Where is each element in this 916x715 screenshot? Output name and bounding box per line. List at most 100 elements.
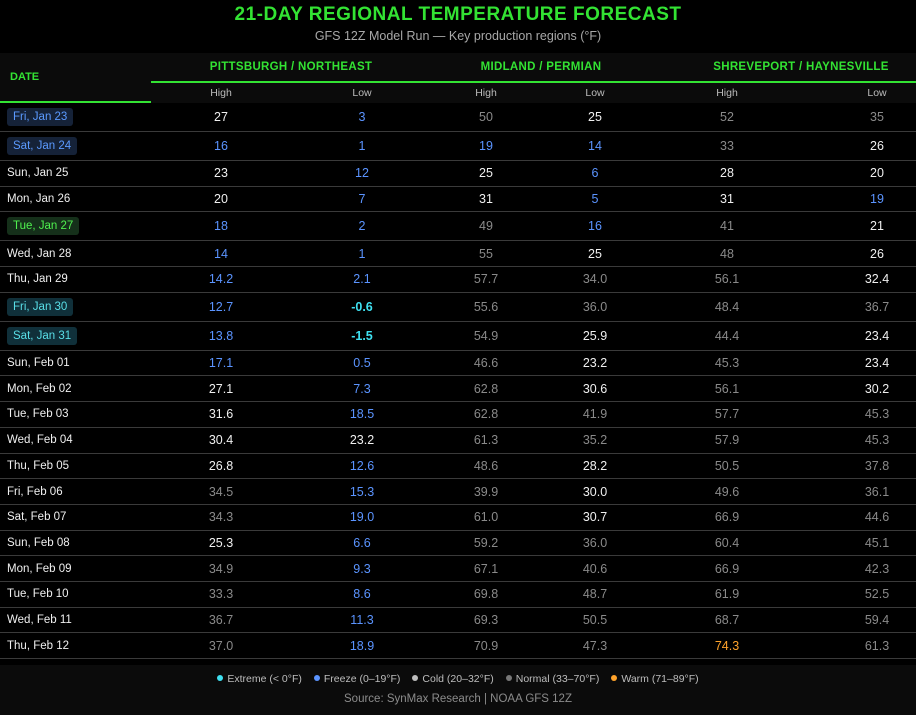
table-row: Wed, Feb 11 36.7 11.3 69.3 50.5 68.7 59.4 (0, 608, 916, 634)
legend: Extreme (< 0°F) Freeze (0–19°F) Cold (20–3… (0, 673, 916, 685)
table-row: Sun, Feb 01 17.1 0.5 46.6 23.2 45.3 23.4 (0, 351, 916, 377)
temperature-cell: 41 (720, 219, 734, 234)
temperature-cell: -1.5 (351, 328, 373, 343)
temperature-cell: 31 (720, 192, 734, 207)
temperature-cell: 40.6 (582, 561, 608, 576)
legend-item: Freeze (0–19°F) (313, 673, 400, 685)
temperature-cell: 62.8 (473, 407, 499, 422)
date-cell: Sun, Jan 25 (7, 167, 69, 180)
region-header-shreveport: SHREVEPORT / HAYNESVILLE (713, 61, 889, 73)
legend-label: Warm (71–89°F) (621, 673, 699, 685)
temperature-cell: 44.4 (714, 328, 740, 343)
temperature-cell: 57.7 (714, 407, 740, 422)
temperature-cell: 12 (355, 166, 369, 181)
temperature-cell: 20 (214, 192, 228, 207)
temperature-cell: 32.4 (864, 272, 890, 287)
date-cell: Sat, Jan 31 (7, 326, 78, 345)
temperature-cell: 2 (358, 219, 366, 234)
temperature-cell: 20 (870, 166, 884, 181)
temperature-cell: 1 (358, 139, 366, 153)
region-header-bar: PITTSBURGH / NORTHEAST MIDLAND / PERMIAN… (151, 53, 916, 83)
temperature-cell: 61.9 (714, 587, 740, 602)
temperature-cell: 35 (870, 110, 884, 124)
temperature-cell: 74.3 (714, 638, 740, 653)
temperature-cell: 61.3 (864, 638, 890, 653)
temperature-cell: 19 (870, 192, 884, 207)
temperature-cell: 26 (870, 139, 884, 153)
temperature-cell: 69.8 (473, 587, 499, 602)
date-cell: Tue, Feb 10 (7, 588, 69, 601)
temperature-cell: 49.6 (714, 484, 740, 499)
date-cell: Fri, Jan 30 (7, 297, 74, 316)
temperature-cell: 25.9 (582, 328, 608, 343)
chart-footer: Extreme (< 0°F) Freeze (0–19°F) Cold (20–3… (0, 665, 916, 715)
temperature-cell: 68.7 (714, 612, 740, 627)
table-row: Tue, Feb 03 31.6 18.5 62.8 41.9 57.7 45.3 (0, 402, 916, 428)
date-cell: Thu, Feb 05 (7, 459, 70, 472)
date-column-header: DATE (0, 53, 151, 103)
table-row: Thu, Feb 12 37.0 18.9 70.9 47.3 74.3 61.3 (0, 633, 916, 659)
temperature-cell: 36.1 (864, 484, 890, 499)
temperature-cell: 23.2 (582, 356, 608, 371)
table-row: Fri, Feb 06 34.5 15.3 39.9 30.0 49.6 36.1 (0, 479, 916, 505)
temperature-cell: 23.4 (864, 328, 890, 343)
date-cell: Mon, Feb 02 (7, 382, 72, 395)
temperature-cell: 11.3 (350, 612, 374, 627)
temperature-cell: 25 (588, 110, 602, 124)
temperature-cell: 44.6 (864, 510, 890, 525)
legend-dot-icon (505, 675, 512, 681)
table-row: Thu, Jan 29 14.2 2.1 57.7 34.0 56.1 32.4 (0, 267, 916, 293)
temperature-cell: 52.5 (864, 587, 890, 602)
temperature-cell: 23.2 (349, 433, 375, 448)
temperature-cell: 19 (479, 139, 493, 153)
temperature-cell: 48.6 (473, 458, 499, 473)
table-row: Sat, Jan 24 16 1 19 14 33 26 (0, 132, 916, 161)
temperature-cell: 28 (720, 166, 734, 181)
table-row: Tue, Jan 27 18 2 49 16 41 21 (0, 212, 916, 242)
temperature-cell: 36.7 (208, 612, 234, 627)
temperature-cell: 8.6 (353, 587, 371, 602)
temperature-cell: 6 (591, 166, 599, 181)
temperature-cell: 56.1 (714, 272, 740, 287)
column-header-high: High (475, 87, 497, 99)
temperature-cell: 13.8 (208, 328, 234, 343)
date-cell: Wed, Feb 04 (7, 434, 73, 447)
column-header-high: High (210, 87, 232, 99)
temperature-cell: 37.0 (208, 638, 234, 653)
temperature-cell: -0.6 (351, 299, 373, 314)
temperature-cell: 25 (588, 246, 602, 261)
temperature-cell: 6.6 (353, 535, 371, 550)
temperature-cell: 25.3 (208, 535, 234, 550)
temperature-cell: 48.4 (714, 299, 740, 314)
temperature-cell: 48 (720, 246, 734, 261)
forecast-table-body: Fri, Jan 23 27 3 50 25 52 35 Sat, Jan 24 16 1 19 14… (0, 103, 916, 659)
legend-item: Extreme (< 0°F) (217, 673, 302, 685)
temperature-cell: 49 (479, 219, 493, 234)
temperature-cell: 66.9 (714, 510, 740, 525)
table-row: Fri, Jan 23 27 3 50 25 52 35 (0, 103, 916, 132)
temperature-cell: 18.9 (349, 638, 375, 653)
temperature-cell: 23.4 (864, 356, 890, 371)
date-cell: Wed, Jan 28 (7, 247, 72, 260)
legend-dot-icon (313, 675, 320, 681)
temperature-cell: 27.1 (208, 381, 234, 396)
temperature-cell: 14.2 (208, 272, 234, 287)
date-cell: Thu, Jan 29 (7, 273, 68, 286)
temperature-cell: 3 (358, 110, 366, 124)
temperature-cell: 57.9 (714, 433, 740, 448)
source-note: Source: SynMax Research | NOAA GFS 12Z (344, 693, 572, 705)
table-row: Sun, Jan 25 23 12 25 6 28 20 (0, 161, 916, 187)
temperature-cell: 17.1 (208, 356, 234, 371)
legend-item: Cold (20–32°F) (412, 673, 494, 685)
temperature-cell: 36.7 (864, 299, 890, 314)
temperature-cell: 7 (358, 192, 366, 207)
temperature-cell: 28.2 (582, 458, 608, 473)
temperature-cell: 45.3 (864, 407, 890, 422)
temperature-cell: 34.3 (208, 510, 234, 525)
temperature-cell: 33 (720, 139, 734, 153)
temperature-cell: 50 (479, 110, 493, 124)
temperature-cell: 26.8 (208, 458, 234, 473)
column-header-high: High (716, 87, 738, 99)
temperature-cell: 23 (214, 166, 228, 181)
legend-label: Cold (20–32°F) (422, 673, 494, 685)
